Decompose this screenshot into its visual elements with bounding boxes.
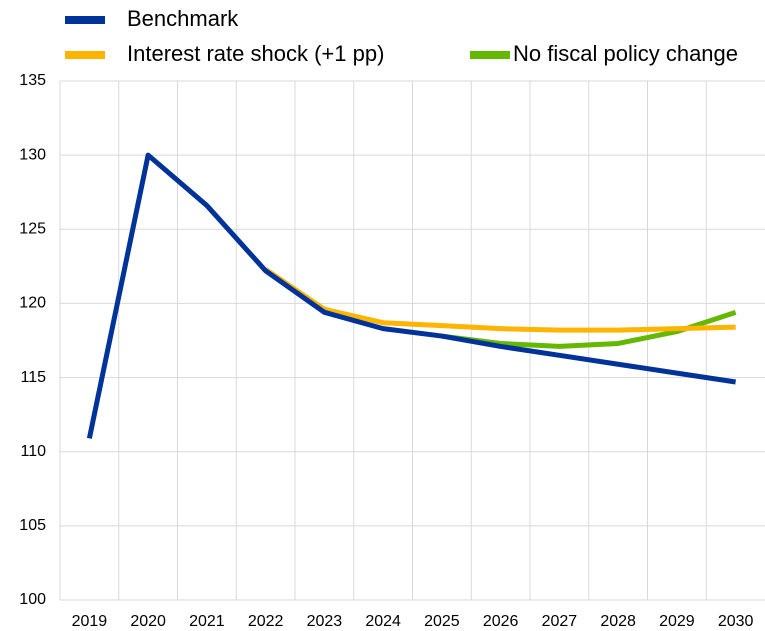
x-tick-label: 2019 [72,613,108,630]
y-tick-label: 100 [19,591,46,608]
x-tick-label: 2025 [424,613,460,630]
x-tick-label: 2024 [365,613,401,630]
y-tick-label: 105 [19,517,46,534]
y-tick-label: 110 [20,443,46,460]
x-tick-label: 2022 [248,613,284,630]
y-tick-label: 125 [19,221,46,238]
legend-label: Interest rate shock (+1 pp) [127,41,384,66]
y-tick-label: 135 [19,72,46,89]
legend: Benchmark Interest rate shock (+1 pp) No f… [65,6,738,66]
y-tick-label: 130 [19,146,46,163]
x-tick-label: 2020 [130,613,166,630]
grid [59,80,765,601]
series-line [264,267,736,333]
legend-label: No fiscal policy change [513,41,738,66]
x-tick-label: 2027 [542,613,578,630]
legend-label: Benchmark [127,6,239,31]
x-tick-label: 2023 [307,613,343,630]
x-tick-label: 2029 [659,613,695,630]
y-tick-label: 115 [20,369,46,386]
x-tick-label: 2026 [483,613,519,630]
y-tick-label: 120 [19,295,46,312]
x-tick-label: 2028 [600,613,636,630]
series-line [86,152,736,439]
x-tick-label: 2030 [718,613,754,630]
x-tick-label: 2021 [189,613,225,630]
